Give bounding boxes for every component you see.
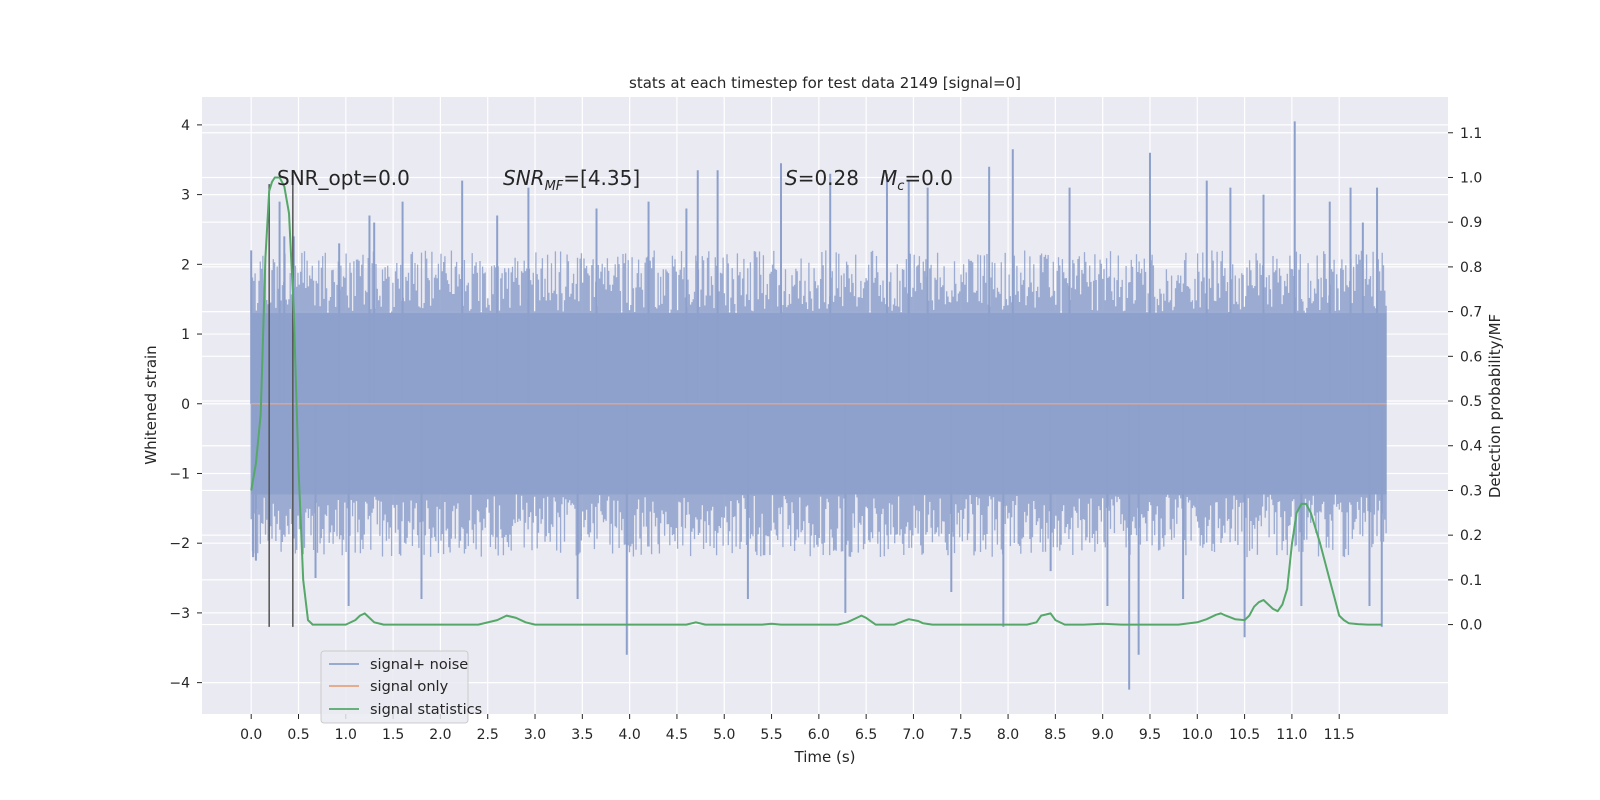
x-tick-label: 0.5: [287, 727, 309, 743]
x-tick-label: 6.5: [855, 727, 877, 743]
annotation-mc: Mc=0.0: [880, 166, 953, 194]
y2-axis-label: Detection probability/MF: [1486, 314, 1504, 498]
x-tick-label: 7.5: [950, 727, 972, 743]
y2-tick-label: 0.4: [1460, 439, 1482, 455]
x-tick-label: 4.5: [666, 727, 688, 743]
x-tick-label: 9.5: [1139, 727, 1161, 743]
y2-tick-label: 0.0: [1460, 618, 1482, 634]
x-tick-label: 10.5: [1229, 727, 1260, 743]
y2-tick-label: 0.3: [1460, 483, 1482, 499]
x-tick-label: 2.5: [477, 727, 499, 743]
x-tick-label: 3.0: [524, 727, 546, 743]
x-tick-label: 7.0: [902, 727, 924, 743]
x-tick-label: 10.0: [1182, 727, 1213, 743]
vertical-markers: [268, 184, 294, 627]
y2-tick-label: 0.5: [1460, 394, 1482, 410]
x-tick-label: 1.0: [335, 727, 357, 743]
y2-tick-label: 1.1: [1460, 126, 1482, 142]
y2-tick-label: 0.9: [1460, 215, 1482, 231]
chart-title: stats at each timestep for test data 214…: [629, 74, 1021, 92]
legend-label-signal-statistics: signal statistics: [370, 702, 482, 718]
y-tick-label: −3: [169, 606, 190, 622]
series-signal-statistics: [250, 176, 1382, 626]
legend: signal+ noise signal only signal statist…: [320, 650, 482, 724]
x-tick-label: 5.5: [760, 727, 782, 743]
x-tick-label: 11.0: [1276, 727, 1307, 743]
legend-label-signal-only: signal only: [370, 679, 449, 695]
legend-box: [320, 650, 469, 724]
x-tick-label: 1.5: [382, 727, 404, 743]
x-tick-label: 5.0: [713, 727, 735, 743]
x-tick-label: 8.5: [1044, 727, 1066, 743]
y2-tick-label: 0.1: [1460, 573, 1482, 589]
axes: 0.0 0.5 1.0 1.5 2.0 2.5 3.0 3.5 4.0 4.5 5.0 5.5 6.0 6…: [169, 118, 1482, 743]
y2-tick-label: 0.7: [1460, 305, 1482, 321]
signal-statistics-line: [250, 176, 1382, 626]
x-tick-label: 9.0: [1092, 727, 1114, 743]
y2-tick-label: 0.2: [1460, 528, 1482, 544]
legend-label-signal-noise: signal+ noise: [370, 657, 468, 673]
x-axis-label: Time (s): [794, 748, 856, 766]
y-tick-label: −1: [169, 466, 190, 482]
y2-tick-label: 1.0: [1460, 170, 1482, 186]
x-tick-label: 0.0: [240, 727, 262, 743]
annotation-snr-opt: SNR_opt=0.0: [277, 166, 410, 190]
y-tick-label: −4: [169, 676, 190, 692]
y-tick-label: −2: [169, 536, 190, 552]
x-tick-label: 3.5: [571, 727, 593, 743]
x-tick-label: 11.5: [1324, 727, 1355, 743]
y-tick-label: 0: [181, 397, 190, 413]
y2-tick-label: 0.8: [1460, 260, 1482, 276]
y-tick-label: 3: [181, 188, 190, 204]
y2-tick-label: 0.6: [1460, 349, 1482, 365]
y-tick-label: 1: [181, 327, 190, 343]
x-tick-label: 4.0: [618, 727, 640, 743]
y-tick-label: 2: [181, 257, 190, 273]
x-tick-label: 6.0: [808, 727, 830, 743]
y-axis-label: Whitened strain: [142, 345, 160, 464]
annotation-snr-mf: SNRMF=[4.35]: [503, 166, 640, 194]
annotation-s: S=0.28: [785, 166, 859, 190]
x-tick-label: 8.0: [997, 727, 1019, 743]
y-tick-label: 4: [181, 118, 190, 134]
x-tick-label: 2.0: [429, 727, 451, 743]
